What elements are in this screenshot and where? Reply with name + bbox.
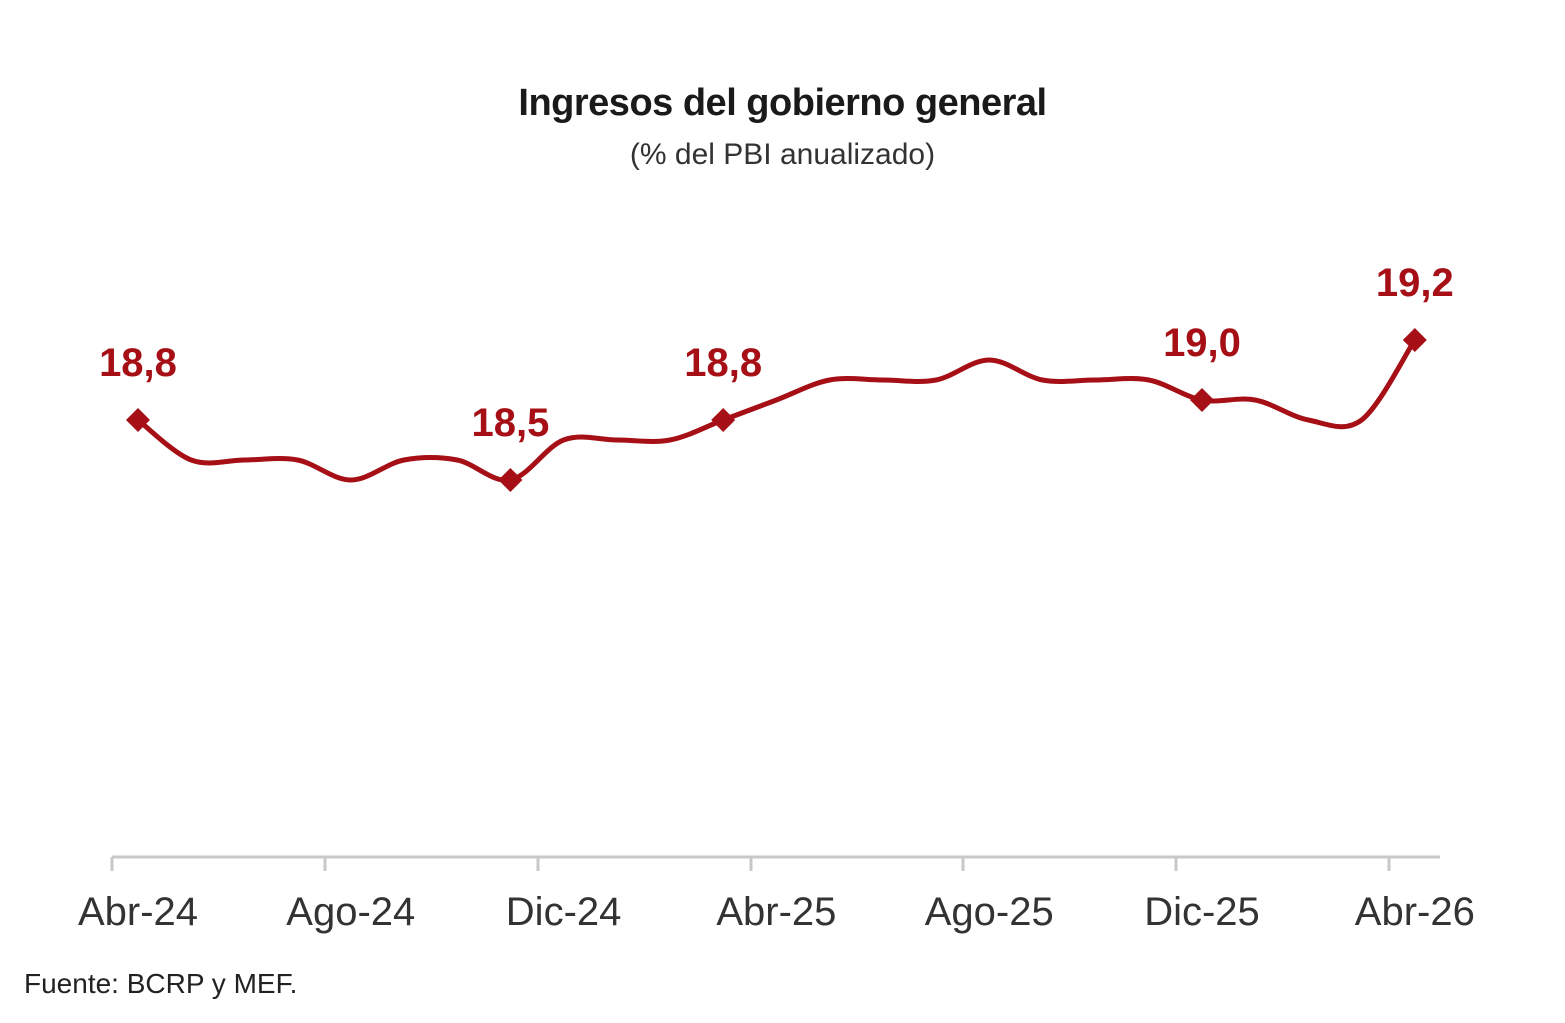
chart-title: Ingresos del gobierno general bbox=[518, 82, 1047, 124]
data-label: 18,8 bbox=[99, 341, 177, 385]
chart-subtitle: (% del PBI anualizado) bbox=[629, 138, 936, 171]
data-label: 19,2 bbox=[1376, 261, 1454, 305]
x-tick-label: Dic-25 bbox=[1144, 890, 1260, 934]
x-tick-label: Abr-26 bbox=[1355, 890, 1475, 934]
data-point-marker bbox=[711, 408, 736, 432]
data-point-marker bbox=[498, 468, 523, 492]
x-tick-label: Dic-24 bbox=[506, 890, 622, 934]
data-point-marker bbox=[126, 408, 150, 432]
data-point-marker bbox=[1190, 388, 1214, 412]
source-note: Fuente: BCRP y MEF. bbox=[24, 968, 298, 999]
x-tick-label: Abr-24 bbox=[78, 890, 198, 934]
data-label: 18,5 bbox=[471, 401, 549, 445]
x-tick-label: Abr-25 bbox=[716, 890, 836, 934]
data-label: 19,0 bbox=[1163, 321, 1241, 365]
data-point-marker bbox=[1402, 328, 1427, 352]
x-tick-label: Ago-24 bbox=[286, 890, 415, 934]
data-label: 18,8 bbox=[684, 341, 762, 385]
x-tick-label: Ago-25 bbox=[925, 890, 1054, 934]
